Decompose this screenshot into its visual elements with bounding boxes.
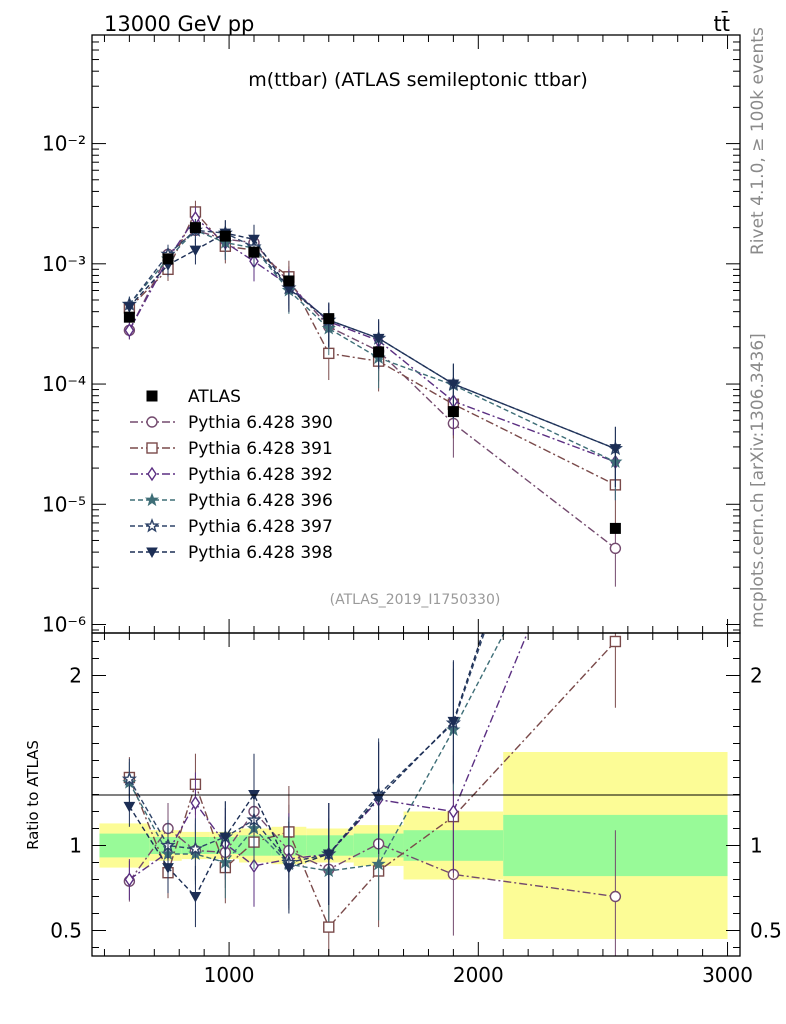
legend-marker-pythia-6-428-392	[147, 466, 157, 482]
energy-label: 13000 GeV pp	[104, 12, 254, 36]
y-tick-label: 10⁻²	[42, 132, 86, 156]
ratio-point-pythia-6-428-391	[609, 635, 622, 648]
point-atlas	[189, 222, 201, 234]
point-pythia-6-428-392	[124, 323, 135, 338]
ratio-point-pythia-6-428-398	[447, 716, 460, 728]
x-tick-label: 3000	[702, 963, 753, 987]
ratio-line-pythia-6-428-390	[128, 810, 616, 898]
ratio-point-pythia-6-428-391	[323, 921, 335, 933]
point-pythia-6-428-398	[447, 379, 460, 391]
x-tick-label: 1000	[204, 963, 255, 987]
ratio-point-pythia-6-428-392	[448, 804, 459, 819]
ratio-y-tick-label: 0.5	[50, 919, 82, 943]
ratio-point-pythia-6-428-398	[283, 863, 295, 874]
ratio-band-inner	[306, 835, 354, 856]
line-pythia-6-428-391	[128, 210, 616, 486]
point-atlas	[447, 406, 459, 418]
ratio-point-pythia-6-428-392	[611, 415, 619, 427]
legend-label-atlas: ATLAS	[188, 387, 241, 407]
ratio-point-pythia-6-428-392	[190, 795, 201, 811]
point-atlas	[323, 313, 335, 325]
point-atlas	[609, 522, 621, 534]
ratio-point-pythia-6-428-396	[610, 415, 621, 426]
y-tick-label: 10⁻⁶	[42, 613, 86, 637]
line-pythia-6-428-398	[128, 232, 616, 450]
point-pythia-6-428-398	[609, 444, 622, 455]
legend-marker-pythia-6-428-397	[144, 518, 160, 533]
line-pythia-6-428-397	[128, 229, 616, 450]
ratio-band-inner	[99, 833, 150, 858]
ratio-point-pythia-6-428-398	[123, 801, 136, 813]
ratio-series-group	[121, 230, 622, 956]
ratio-point-pythia-6-428-398	[372, 793, 385, 804]
ratio-point-pythia-6-428-396	[371, 856, 386, 871]
ratio-point-pythia-6-428-398	[162, 863, 174, 874]
ratio-point-pythia-6-428-398	[610, 230, 620, 239]
point-atlas	[162, 253, 174, 265]
y-tick-label: 10⁻⁵	[42, 492, 86, 516]
y-tick-label: 10⁻³	[42, 252, 86, 276]
legend-marker-atlas	[146, 390, 158, 402]
ratio-point-pythia-6-428-397	[187, 840, 204, 856]
ratio-y-tick-label-right: 0.5	[750, 919, 782, 943]
point-pythia-6-428-398	[123, 302, 136, 313]
legend-marker-pythia-6-428-390	[146, 416, 158, 428]
ratio-line-pythia-6-428-398	[128, 633, 484, 898]
point-atlas	[219, 230, 231, 242]
legend-label-pythia-6-428-397: Pythia 6.428 397	[188, 517, 333, 537]
process-label: tt̄	[714, 11, 730, 36]
point-pythia-6-428-390	[609, 542, 622, 555]
point-pythia-6-428-398	[189, 245, 202, 257]
legend-label-pythia-6-428-398: Pythia 6.428 398	[188, 543, 333, 563]
main-series-group	[121, 200, 623, 587]
rivet-version-label: Rivet 4.1.0, ≥ 100k events	[748, 27, 768, 255]
legend-marker-pythia-6-428-391	[146, 442, 158, 454]
line-pythia-6-428-396	[128, 229, 616, 463]
ratio-line-pythia-6-428-391	[128, 641, 616, 929]
point-pythia-6-428-398	[372, 333, 385, 345]
ratio-axis-label: Ratio to ATLAS	[24, 740, 42, 850]
legend-label-pythia-6-428-396: Pythia 6.428 396	[188, 491, 333, 511]
legend-label-pythia-6-428-391: Pythia 6.428 391	[188, 439, 333, 459]
ratio-point-pythia-6-428-398	[219, 832, 232, 844]
legend-marker-pythia-6-428-398	[146, 547, 158, 559]
point-atlas	[123, 311, 135, 323]
ratio-point-pythia-6-428-397	[610, 245, 621, 256]
axis-ticks: 1000 2000 3000 10⁻⁶ 10⁻⁵ 10⁻⁴ 10⁻³ 10⁻² 0.5 0.5 1 1…	[42, 34, 782, 987]
ratio-point-pythia-6-428-392	[124, 872, 135, 887]
ratio-line-pythia-6-428-392	[128, 633, 529, 881]
legend: ATLAS Pythia 6.428 390 Pythia 6.428 391 Pyt…	[130, 387, 333, 563]
x-tick-label: 2000	[453, 963, 504, 987]
point-atlas	[373, 346, 385, 358]
ratio-line-pythia-6-428-396	[128, 633, 505, 872]
ratio-point-pythia-6-428-398	[189, 892, 202, 903]
ratio-y-tick-label: 1	[69, 834, 82, 858]
ratio-y-tick-label-right: 1	[750, 834, 763, 858]
ratio-y-tick-label: 2	[69, 664, 82, 688]
point-pythia-6-428-398	[248, 234, 260, 246]
ratio-point-pythia-6-428-398	[322, 849, 335, 861]
point-atlas	[248, 246, 260, 258]
ratio-point-pythia-6-428-390	[609, 890, 622, 903]
legend-label-pythia-6-428-390: Pythia 6.428 390	[188, 413, 333, 433]
analysis-label: (ATLAS_2019_I1750330)	[330, 592, 501, 608]
mcplots-label: mcplots.cern.ch [arXiv:1306.3436]	[748, 333, 768, 628]
legend-label-pythia-6-428-392: Pythia 6.428 392	[188, 465, 333, 485]
ratio-y-tick-label-right: 2	[750, 664, 763, 688]
legend-marker-pythia-6-428-396	[144, 492, 160, 507]
ratio-point-pythia-6-428-397	[121, 771, 138, 786]
chart-title: m(ttbar) (ATLAS semileptonic ttbar)	[248, 69, 588, 91]
y-tick-label: 10⁻⁴	[42, 372, 86, 396]
point-atlas	[283, 275, 295, 287]
